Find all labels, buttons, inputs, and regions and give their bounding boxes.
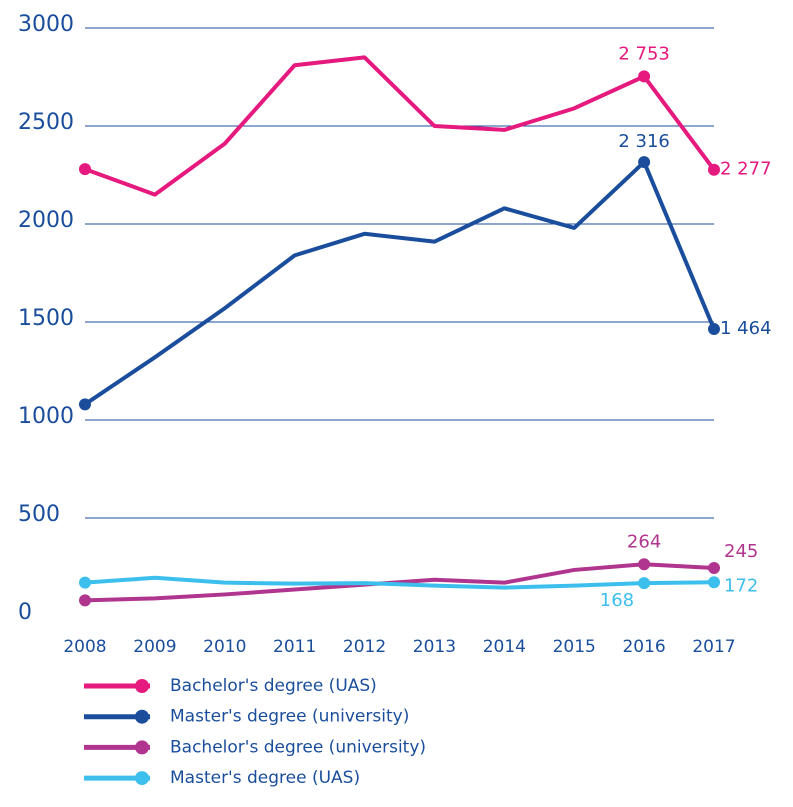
point xyxy=(79,398,91,411)
series-line xyxy=(84,575,715,590)
legend-dot xyxy=(135,709,149,724)
x-tick-label: 2013 xyxy=(413,637,456,657)
legend-dot xyxy=(135,771,149,786)
series-line xyxy=(83,160,716,406)
legend-dot xyxy=(135,679,149,693)
point xyxy=(79,163,91,176)
y-tick-label: 3000 xyxy=(18,12,74,37)
series-line xyxy=(84,55,716,197)
point xyxy=(79,576,91,589)
legend-label: Bachelor's degree (UAS) xyxy=(170,676,377,696)
y-tick-label: 1500 xyxy=(18,306,74,331)
value-label: 168 xyxy=(600,590,634,611)
point xyxy=(708,576,720,589)
x-tick-label: 2009 xyxy=(133,637,176,657)
point xyxy=(79,594,91,607)
value-label: 2 753 xyxy=(618,43,670,64)
x-tick-label: 2017 xyxy=(692,637,735,657)
y-tick-label: 0 xyxy=(18,600,32,625)
value-label: 264 xyxy=(627,531,661,552)
y-tick-label: 1000 xyxy=(18,404,74,429)
legend-label: Bachelor's degree (university) xyxy=(170,737,426,757)
legend-label: Master's degree (university) xyxy=(170,707,409,727)
value-label: 172 xyxy=(724,575,758,596)
point xyxy=(638,558,651,571)
point xyxy=(638,70,651,83)
point xyxy=(708,323,720,336)
x-tick-label: 2015 xyxy=(553,637,596,657)
point xyxy=(708,561,720,574)
point xyxy=(708,163,720,176)
x-tick-label: 2016 xyxy=(622,637,665,657)
y-tick-label: 500 xyxy=(18,502,60,527)
point xyxy=(638,577,651,590)
x-tick-label: 2014 xyxy=(483,637,526,657)
legend-label: Master's degree (UAS) xyxy=(170,768,360,788)
x-tick-label: 2010 xyxy=(203,637,246,657)
legend-dot xyxy=(135,740,149,755)
x-tick-label: 2012 xyxy=(343,637,386,657)
value-label: 2 316 xyxy=(618,131,670,152)
value-label: 245 xyxy=(724,541,758,562)
point xyxy=(638,156,651,169)
x-tick-label: 2008 xyxy=(63,637,106,657)
x-tick-label: 2011 xyxy=(273,637,316,657)
y-tick-label: 2000 xyxy=(18,208,74,233)
value-label: 2 277 xyxy=(720,159,772,180)
series-line xyxy=(84,562,715,603)
value-label: 1 464 xyxy=(720,318,772,339)
y-tick-label: 2500 xyxy=(18,110,74,135)
